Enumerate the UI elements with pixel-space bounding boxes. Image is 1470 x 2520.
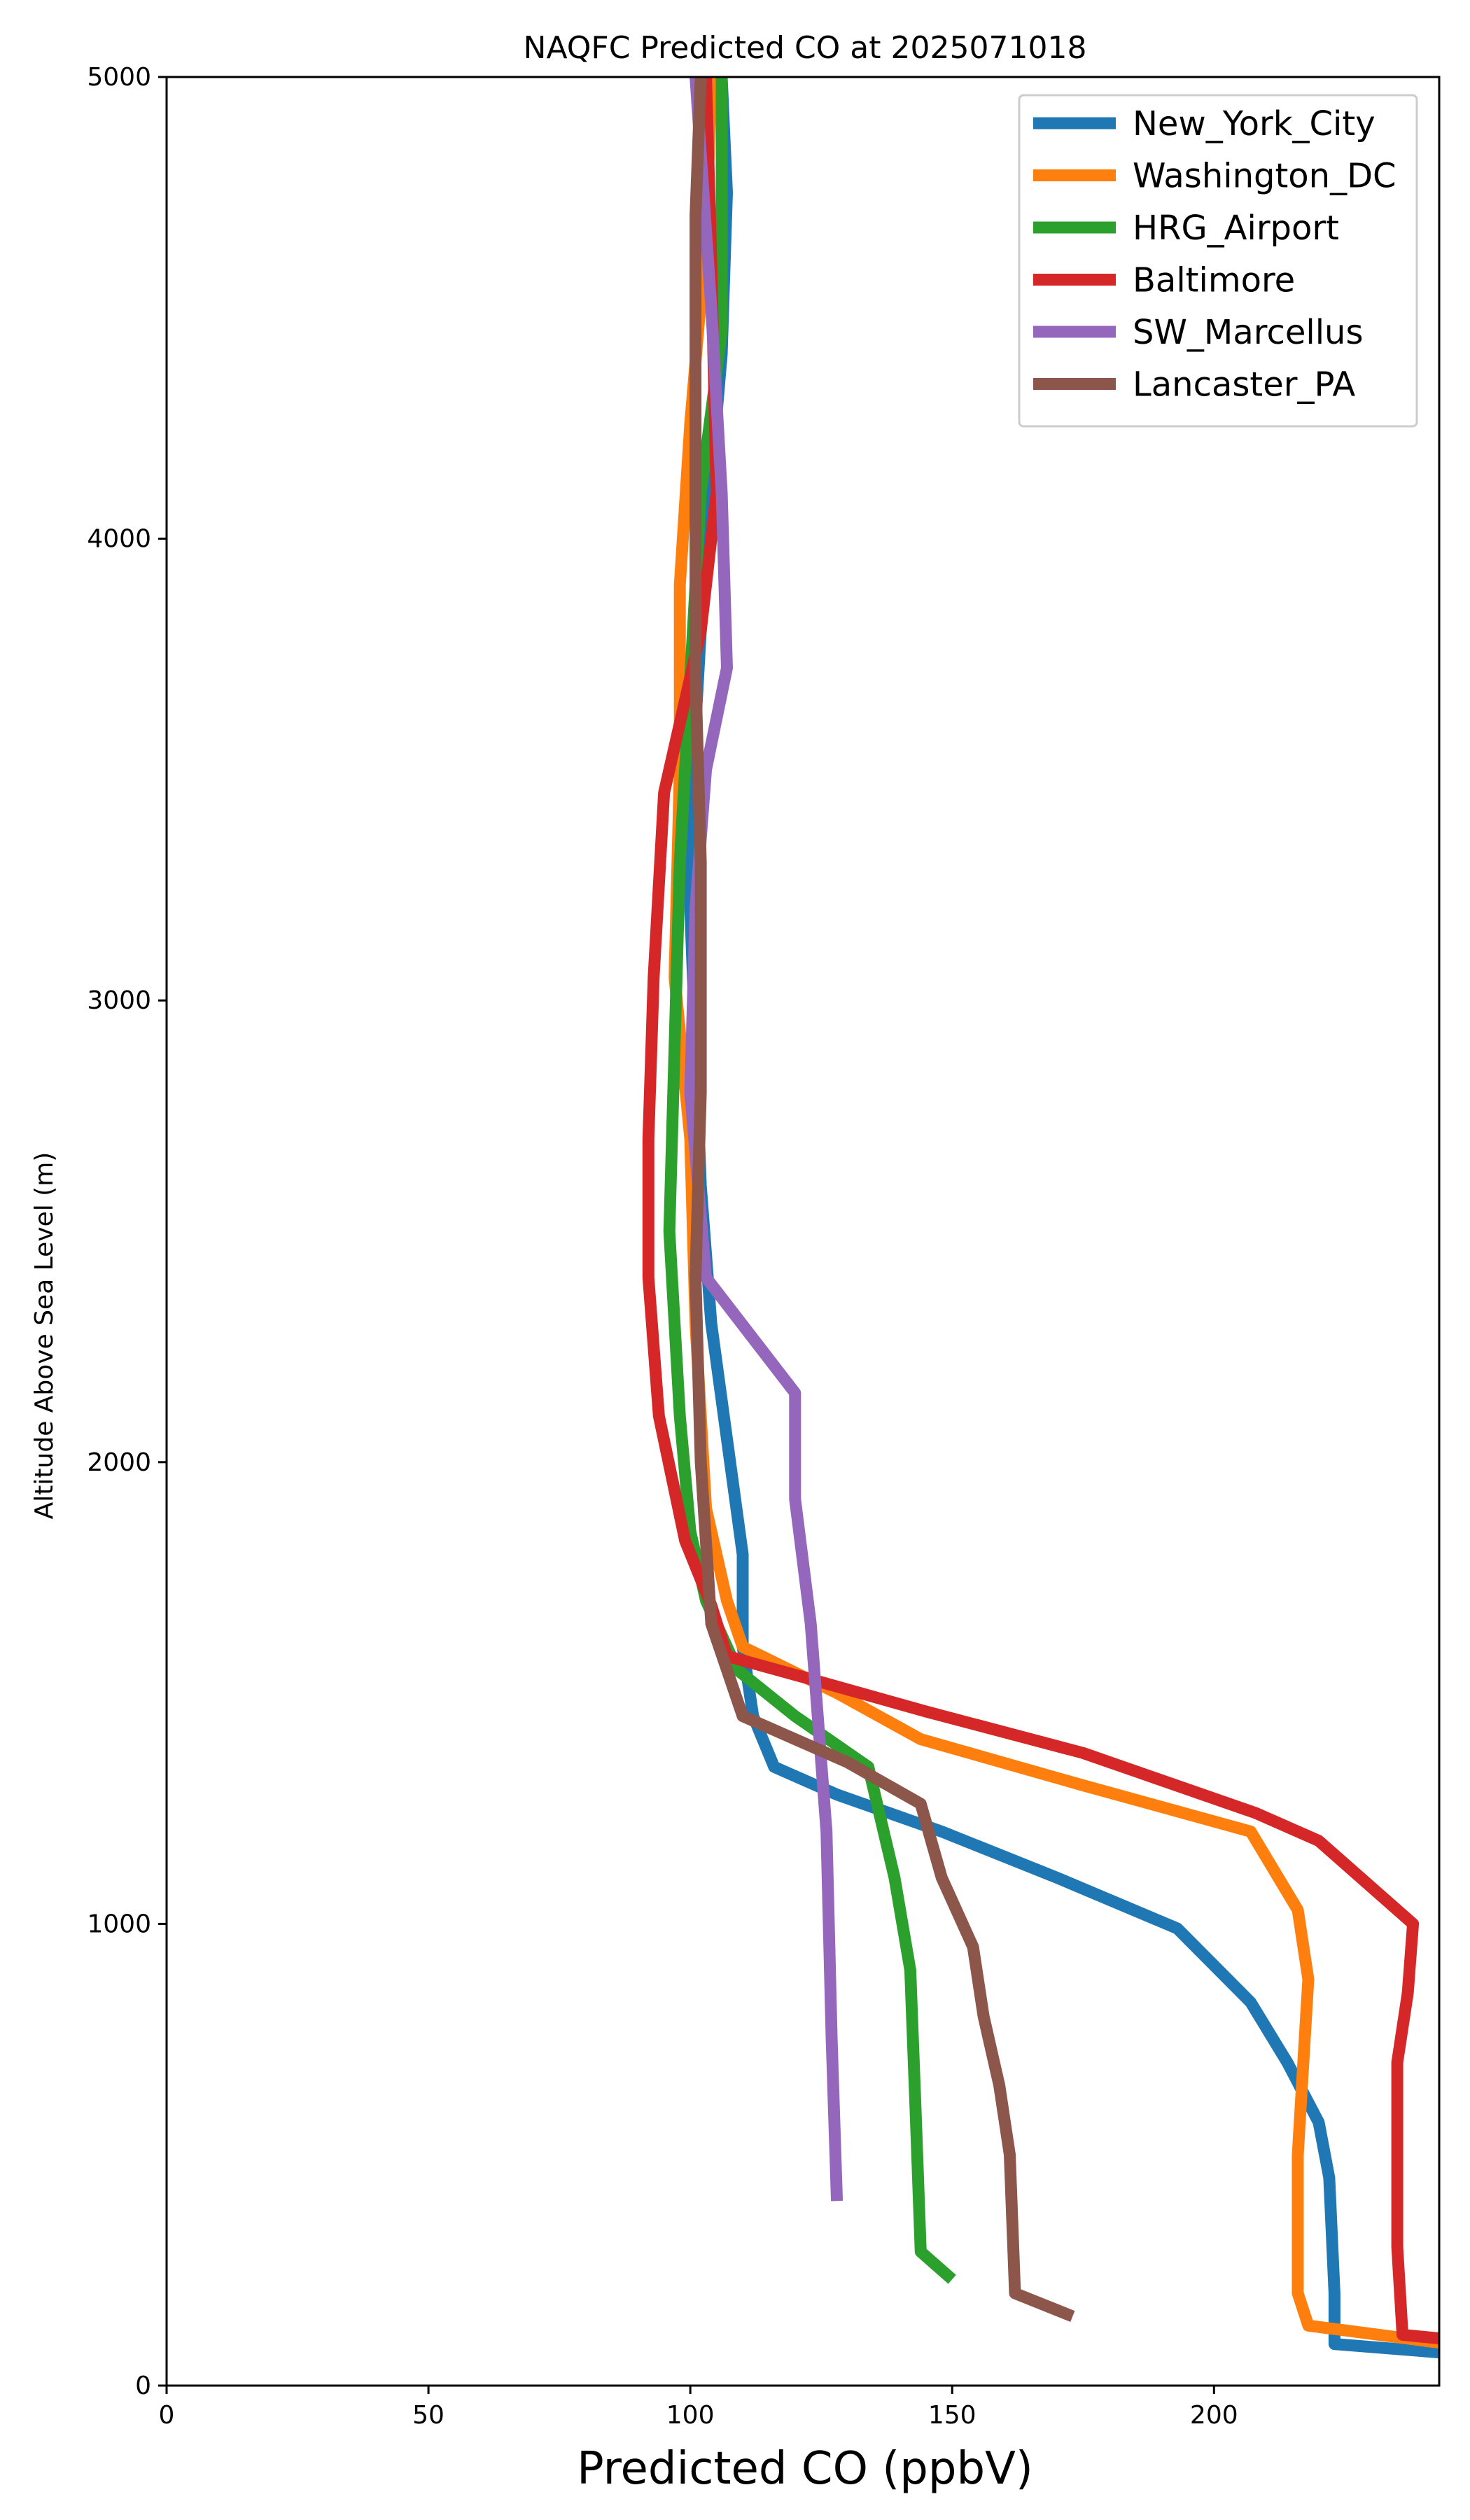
- x-axis: 0 50 100 150 200: [159, 2386, 1238, 2430]
- legend-entry: New_York_City: [1133, 104, 1376, 144]
- x-tick-label: 150: [928, 2401, 976, 2430]
- y-axis-label: Altitude Above Sea Level (m): [30, 1152, 59, 1520]
- y-tick-label: 2000: [87, 1448, 151, 1477]
- legend-entry: Baltimore: [1133, 261, 1295, 300]
- series-line-lancaster-pa: [690, 77, 1075, 2322]
- legend-entry: HRG_Airport: [1133, 209, 1339, 248]
- x-axis-label: Predicted CO (ppbV): [577, 2443, 1033, 2495]
- x-tick-label: 50: [412, 2401, 444, 2430]
- legend-entry: SW_Marcellus: [1133, 313, 1363, 352]
- y-tick-label: 1000: [87, 1910, 151, 1938]
- y-tick-label: 4000: [87, 525, 151, 554]
- y-tick-label: 0: [135, 2372, 151, 2400]
- legend-entry: Lancaster_PA: [1133, 365, 1355, 405]
- series-line-sw-marcellus: [684, 77, 844, 2202]
- legend-entry: Washington_DC: [1133, 157, 1396, 196]
- series-line-washington-dc: [668, 77, 1439, 2349]
- chart-title: NAQFC Predicted CO at 2025071018: [524, 30, 1087, 66]
- series-layer: [642, 77, 1439, 2359]
- legend: New_York_City Washington_DC HRG_Airport Bal…: [1018, 94, 1418, 428]
- x-tick-label: 100: [666, 2401, 715, 2430]
- x-tick-label: 0: [159, 2401, 175, 2430]
- plot-area: [165, 76, 1441, 2387]
- x-tick-label: 200: [1190, 2401, 1238, 2430]
- y-tick-label: 3000: [87, 986, 151, 1015]
- y-axis: 0 1000 2000 3000 4000 5000: [87, 63, 167, 2400]
- legend-box: [1018, 94, 1418, 428]
- y-tick-label: 5000: [87, 63, 151, 92]
